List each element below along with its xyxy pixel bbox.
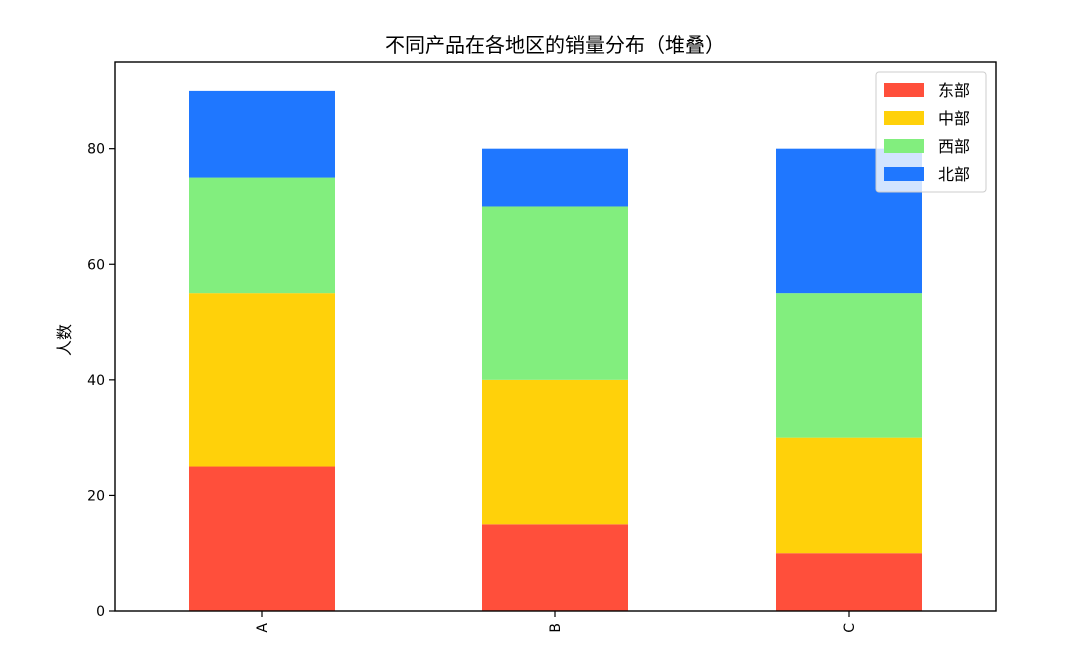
legend-swatch-1: [884, 111, 924, 125]
legend-label-1: 中部: [938, 109, 970, 128]
y-tick-label: 40: [87, 373, 105, 389]
bar-C-series-1: [776, 437, 922, 554]
bar-B-series-1: [482, 379, 628, 525]
legend-label-0: 东部: [938, 81, 970, 100]
y-tick-label: 20: [87, 488, 105, 504]
legend-box: [875, 71, 987, 193]
legend-swatch-0: [884, 83, 924, 97]
bars-layer: [189, 90, 922, 611]
bar-A-series-2: [189, 177, 335, 294]
bar-A-series-3: [189, 90, 335, 178]
bar-C-series-2: [776, 293, 922, 438]
chart-title: 不同产品在各地区的销量分布（堆叠）: [385, 33, 725, 57]
bar-A-series-0: [189, 466, 335, 611]
bar-B-series-3: [482, 148, 628, 207]
y-tick-label: 80: [87, 142, 105, 158]
y-tick-label: 60: [87, 257, 105, 273]
x-tick-label: C: [842, 623, 858, 633]
y-tick-label: 0: [96, 604, 105, 620]
legend-label-3: 北部: [938, 165, 970, 184]
x-tick-label: A: [255, 623, 271, 633]
x-tick-label: B: [548, 623, 564, 633]
y-axis-label: 人数: [55, 324, 74, 356]
legend-swatch-2: [884, 139, 924, 153]
bar-B-series-0: [482, 524, 628, 611]
axes-layer: 0 20 40 60 80 A B C: [87, 61, 997, 633]
legend-label-2: 西部: [938, 137, 970, 156]
bar-B-series-2: [482, 206, 628, 380]
bar-C-series-0: [776, 553, 922, 611]
legend-swatch-3: [884, 167, 924, 181]
bar-A-series-1: [189, 293, 335, 467]
